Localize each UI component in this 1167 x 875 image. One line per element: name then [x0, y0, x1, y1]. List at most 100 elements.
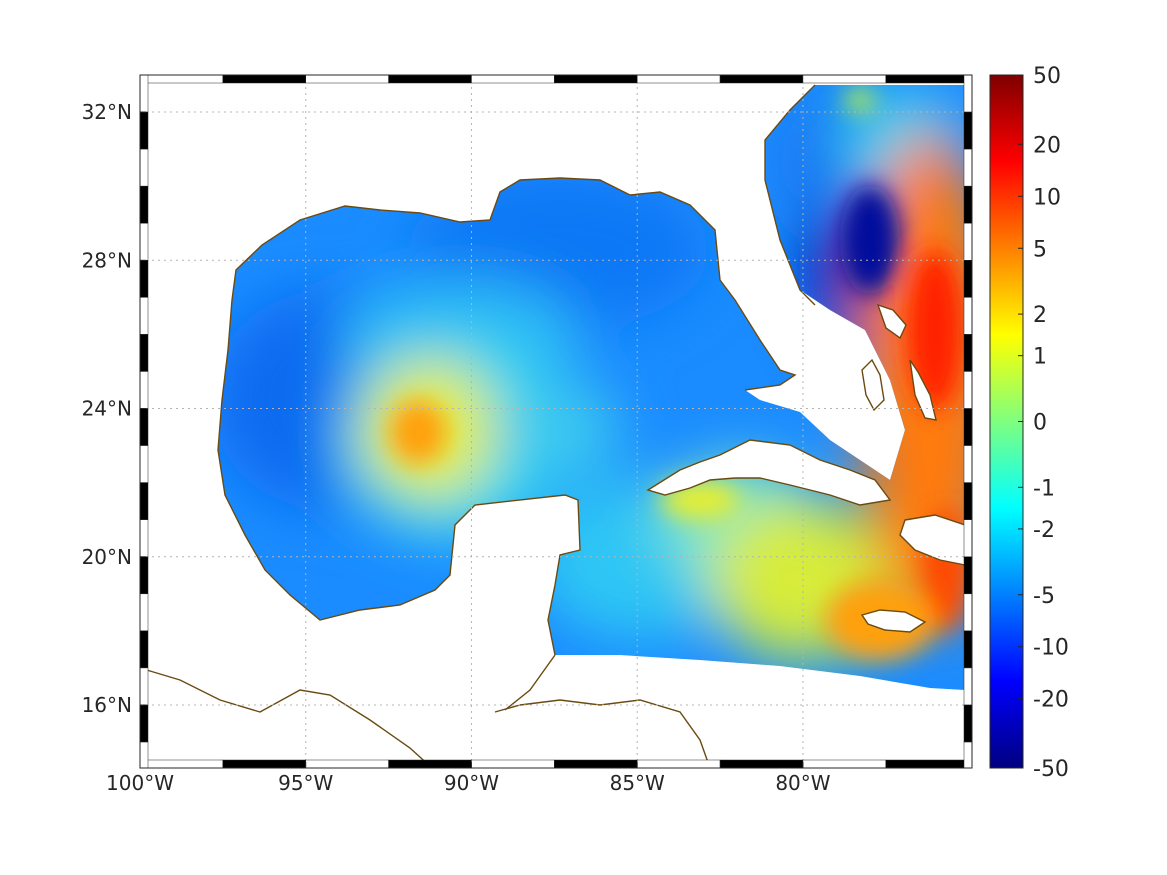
lon-tick-label: 100°W — [106, 771, 174, 795]
frame-right-segment — [963, 630, 973, 669]
bahamas-andros — [861, 358, 885, 412]
jamaica-island — [860, 609, 927, 633]
colorbar-tick-label: 5 — [1033, 237, 1047, 262]
frame-bottom-segment — [885, 759, 969, 769]
frame-right-segment — [963, 111, 973, 150]
frame-right-segment — [963, 556, 973, 595]
mexico-coast — [217, 299, 581, 656]
frame-right-segment — [963, 408, 973, 446]
frame-right-segment — [963, 334, 973, 372]
lon-tick-label: 95°W — [278, 771, 333, 795]
bahamas-abaco — [876, 303, 907, 340]
frame-left-segment — [139, 148, 149, 187]
frame-bottom-segment — [305, 759, 389, 769]
frame-top-segment — [139, 74, 224, 84]
colorbar-tick-label: -5 — [1033, 584, 1055, 609]
frame-right-segment — [963, 74, 973, 113]
lat-tick-label: 20°N — [82, 545, 132, 569]
frame-top-segment — [719, 74, 804, 84]
frame-right-segment — [963, 148, 973, 187]
lat-tick-label: 16°N — [82, 693, 132, 717]
lat-tick-label: 32°N — [82, 100, 132, 124]
frame-left-segment — [139, 408, 149, 446]
frame-bottom-segment — [802, 759, 887, 769]
atlantic-coast-florida — [764, 84, 816, 306]
frame-left-segment — [139, 741, 149, 769]
frame-left-segment — [139, 260, 149, 298]
frame-right-segment — [963, 297, 973, 335]
colorbar-tick-label: 1 — [1033, 345, 1047, 370]
latitude-tick-labels: 16°N 20°N 24°N 28°N 32°N — [82, 100, 146, 717]
cuba-island — [646, 439, 892, 506]
colorbar-tick-label: -2 — [1033, 518, 1055, 543]
yucatan-inner — [504, 654, 556, 711]
frame-top-segment — [802, 74, 887, 84]
frame-left-segment — [139, 111, 149, 150]
frame-bottom-segment — [222, 759, 306, 769]
frame-right-segment — [963, 593, 973, 632]
frame-bottom-segment — [554, 759, 638, 769]
longitude-tick-labels: 100°W 95°W 90°W 85°W 80°W — [106, 762, 831, 795]
honduras-coast — [494, 699, 711, 769]
axes-outline — [139, 74, 973, 769]
frame-right-segment — [963, 667, 973, 706]
frame-right-segment — [963, 445, 973, 483]
frame-top-segment — [388, 74, 472, 84]
frame-bottom-segment — [139, 759, 224, 769]
frame-bottom-segment — [636, 759, 721, 769]
frame-right-segment — [963, 519, 973, 558]
frame-bottom-segment — [471, 759, 555, 769]
frame-left-segment — [139, 593, 149, 632]
lat-tick-label: 24°N — [82, 397, 132, 421]
frame-right-segment — [963, 741, 973, 769]
colorbar-tick-label: 20 — [1033, 133, 1061, 158]
frame-right-segment — [963, 260, 973, 298]
frame-top-segment — [636, 74, 721, 84]
gulf-coast-north — [231, 177, 797, 391]
colorbar-gradient — [990, 75, 1023, 768]
frame-left-segment — [139, 297, 149, 335]
frame-left-segment — [139, 222, 149, 261]
frame-left-segment — [139, 556, 149, 595]
lon-tick-label: 90°W — [444, 771, 499, 795]
colorbar-tick-label: 50 — [1033, 64, 1061, 89]
lon-tick-label: 80°W — [775, 771, 830, 795]
coastline — [139, 84, 816, 769]
frame-right-segment — [963, 482, 973, 520]
colorbar-tick-label: -10 — [1033, 636, 1069, 661]
frame-left-segment — [139, 371, 149, 409]
frame-left-segment — [139, 704, 149, 743]
colorbar-tick-label: 10 — [1033, 185, 1061, 210]
lat-tick-label: 28°N — [82, 248, 132, 272]
central-america-coast — [139, 667, 433, 769]
colorbar-tick-label: 0 — [1033, 411, 1047, 436]
frame-right-segment — [963, 704, 973, 743]
frame-right-segment — [963, 185, 973, 224]
frame-left-segment — [139, 519, 149, 558]
frame-left-segment — [139, 74, 149, 113]
land-shapes — [646, 303, 966, 633]
frame-left-segment — [139, 667, 149, 706]
bahamas-eleuthera — [909, 359, 937, 421]
frame-left-segment — [139, 630, 149, 669]
frame-left-segment — [139, 334, 149, 372]
frame-left-segment — [139, 482, 149, 520]
colorbar-tick-label: -20 — [1033, 688, 1069, 713]
lon-tick-label: 85°W — [610, 771, 665, 795]
colorbar-tick-label: 2 — [1033, 303, 1047, 328]
frame-top-segment — [222, 74, 306, 84]
frame-left-segment — [139, 445, 149, 483]
hispaniola-island — [899, 514, 966, 566]
frame-right-segment — [963, 222, 973, 261]
frame-top-segment — [885, 74, 969, 84]
frame-left-segment — [139, 185, 149, 224]
frame-top-segment — [554, 74, 638, 84]
frame-top-segment — [471, 74, 555, 84]
frame-right-segment — [963, 371, 973, 409]
grid-lines — [140, 75, 972, 768]
frame-top-segment — [305, 74, 389, 84]
colorbar-tick-label: -50 — [1033, 757, 1069, 782]
